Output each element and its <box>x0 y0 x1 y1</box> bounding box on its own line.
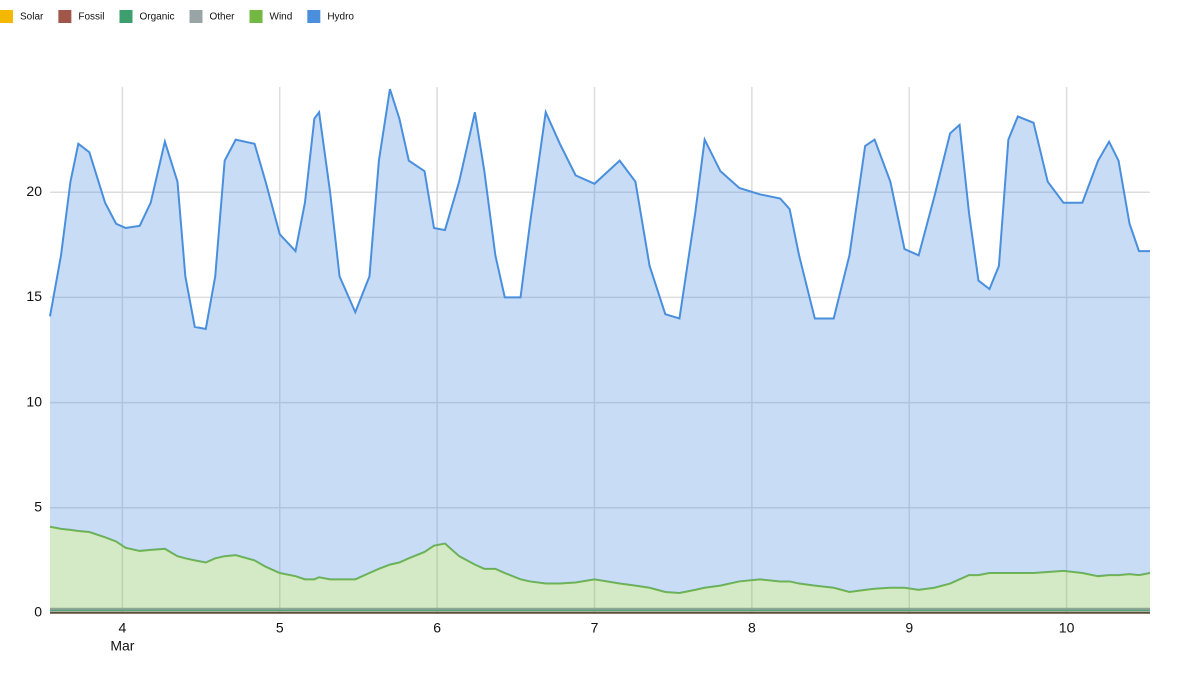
y-tick-label: 5 <box>34 499 42 515</box>
x-tick-label: 4 <box>118 620 126 636</box>
x-month-label: Mar <box>110 638 134 654</box>
x-tick-label: 6 <box>433 620 441 636</box>
x-tick-label: 8 <box>748 620 756 636</box>
legend-swatch <box>307 10 320 23</box>
legend-label: Wind <box>270 12 293 23</box>
x-tick-label: 10 <box>1059 620 1075 636</box>
x-tick-label: 5 <box>276 620 284 636</box>
legend-swatch <box>250 10 263 23</box>
legend-label: Other <box>210 12 236 23</box>
legend: Solar Fossil Organic Other Wind Hydro <box>0 10 354 23</box>
y-tick-label: 10 <box>26 393 42 409</box>
y-tick-label: 15 <box>26 288 42 304</box>
x-tick-label: 7 <box>591 620 599 636</box>
legend-label: Hydro <box>327 12 354 23</box>
y-tick-label: 0 <box>34 604 42 620</box>
x-tick-label: 9 <box>905 620 913 636</box>
legend-swatch <box>119 10 132 23</box>
legend-swatch <box>58 10 71 23</box>
legend-swatch <box>0 10 13 23</box>
area-fill <box>50 89 1150 593</box>
y-tick-label: 20 <box>26 183 42 199</box>
legend-label: Fossil <box>78 12 104 23</box>
legend-label: Organic <box>139 12 174 23</box>
legend-label: Solar <box>20 12 44 23</box>
legend-swatch <box>190 10 203 23</box>
